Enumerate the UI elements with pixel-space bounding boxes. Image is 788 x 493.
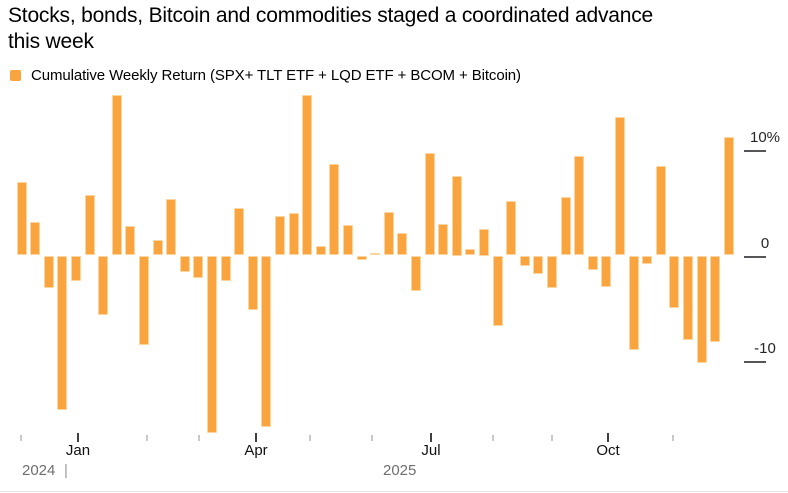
bar-week-44 bbox=[601, 255, 612, 288]
y-axis-label: -10 bbox=[754, 340, 776, 357]
bar-week-33 bbox=[451, 176, 462, 256]
bar-week-50 bbox=[682, 255, 693, 340]
bar-week-5 bbox=[70, 255, 81, 281]
bar-week-18 bbox=[247, 255, 258, 311]
x-axis-year-label-2025: 2025 bbox=[383, 462, 417, 479]
bar-week-38 bbox=[519, 255, 530, 267]
x-axis-minor-tick bbox=[146, 434, 148, 441]
x-axis-major-tick bbox=[255, 433, 257, 442]
x-axis-major-tick bbox=[607, 433, 609, 442]
bar-week-22 bbox=[302, 95, 313, 256]
bar-week-14 bbox=[193, 255, 204, 278]
x-axis-minor-tick bbox=[20, 434, 22, 441]
bar-week-35 bbox=[478, 229, 489, 256]
y-axis-tick-dash bbox=[744, 256, 766, 258]
bar-week-49 bbox=[669, 255, 680, 309]
bar-week-32 bbox=[438, 223, 449, 256]
bar-week-52 bbox=[710, 255, 721, 342]
bar-week-16 bbox=[220, 255, 231, 281]
bar-week-11 bbox=[152, 239, 163, 256]
bar-week-41 bbox=[560, 197, 571, 256]
y-axis-tick-dash bbox=[744, 150, 766, 152]
bar-week-26 bbox=[356, 255, 367, 260]
x-axis-month-label-oct: Oct bbox=[596, 442, 620, 459]
bar-week-17 bbox=[234, 208, 245, 256]
legend: Cumulative Weekly Return (SPX+ TLT ETF +… bbox=[10, 66, 521, 84]
bar-week-51 bbox=[696, 255, 707, 364]
x-axis-major-tick bbox=[430, 433, 432, 442]
bar-week-39 bbox=[533, 255, 544, 275]
x-axis-month-label-apr: Apr bbox=[244, 442, 268, 459]
bar-week-20 bbox=[274, 216, 285, 256]
bar-week-48 bbox=[655, 165, 666, 256]
bar-week-23 bbox=[315, 246, 326, 256]
x-axis-minor-tick bbox=[551, 434, 553, 441]
bar-week-8 bbox=[111, 95, 122, 256]
bar-week-24 bbox=[329, 163, 340, 256]
y-axis-label: 0 bbox=[760, 235, 770, 252]
bar-week-30 bbox=[410, 255, 421, 292]
bar-week-4 bbox=[57, 255, 68, 410]
bar-week-27 bbox=[370, 252, 381, 256]
bar-week-10 bbox=[138, 255, 149, 346]
bar-week-43 bbox=[587, 255, 598, 271]
x-axis-minor-tick bbox=[371, 434, 373, 441]
bar-week-37 bbox=[506, 200, 517, 256]
y-axis-tick-dash bbox=[744, 361, 766, 363]
x-axis-minor-tick bbox=[198, 434, 200, 441]
bar-week-13 bbox=[179, 255, 190, 273]
bar-week-15 bbox=[206, 255, 217, 433]
legend-swatch-icon bbox=[10, 69, 21, 81]
x-axis-month-label-jul: Jul bbox=[421, 442, 441, 459]
bar-week-19 bbox=[261, 255, 272, 428]
bar-week-31 bbox=[424, 153, 435, 256]
x-axis-minor-tick bbox=[309, 434, 311, 441]
legend-label: Cumulative Weekly Return (SPX+ TLT ETF +… bbox=[31, 66, 521, 84]
bar-week-12 bbox=[166, 198, 177, 256]
bar-week-45 bbox=[614, 117, 625, 256]
x-axis-minor-tick bbox=[492, 434, 494, 441]
chart-title-line1: Stocks, bonds, Bitcoin and commodities s… bbox=[8, 4, 653, 27]
chart-title-line2: this week bbox=[8, 30, 94, 53]
bar-week-53 bbox=[723, 137, 734, 256]
x-axis-minor-tick bbox=[672, 434, 674, 441]
bar-week-40 bbox=[546, 255, 557, 289]
bar-week-7 bbox=[98, 255, 109, 315]
bar-week-3 bbox=[43, 255, 54, 289]
bar-week-9 bbox=[125, 225, 136, 256]
bar-week-47 bbox=[642, 255, 653, 264]
bar-week-29 bbox=[397, 233, 408, 256]
x-axis-month-label-jan: Jan bbox=[65, 442, 91, 459]
bar-week-28 bbox=[383, 212, 394, 256]
year-divider: | bbox=[64, 462, 68, 479]
x-axis-year-label-2024: 2024 bbox=[22, 462, 56, 479]
x-axis-major-tick bbox=[77, 433, 79, 442]
y-axis-label: 10% bbox=[749, 129, 781, 146]
bar-week-36 bbox=[492, 255, 503, 327]
bar-week-6 bbox=[84, 195, 95, 256]
bar-week-2 bbox=[30, 221, 41, 256]
bar-week-25 bbox=[342, 224, 353, 256]
bottom-border-line bbox=[0, 491, 788, 492]
bar-week-34 bbox=[465, 249, 476, 256]
bar-week-42 bbox=[574, 156, 585, 256]
chart-title: Stocks, bonds, Bitcoin and commodities s… bbox=[8, 3, 780, 55]
bar-week-21 bbox=[288, 213, 299, 256]
bar-week-46 bbox=[628, 255, 639, 351]
bar-week-1 bbox=[16, 181, 27, 256]
